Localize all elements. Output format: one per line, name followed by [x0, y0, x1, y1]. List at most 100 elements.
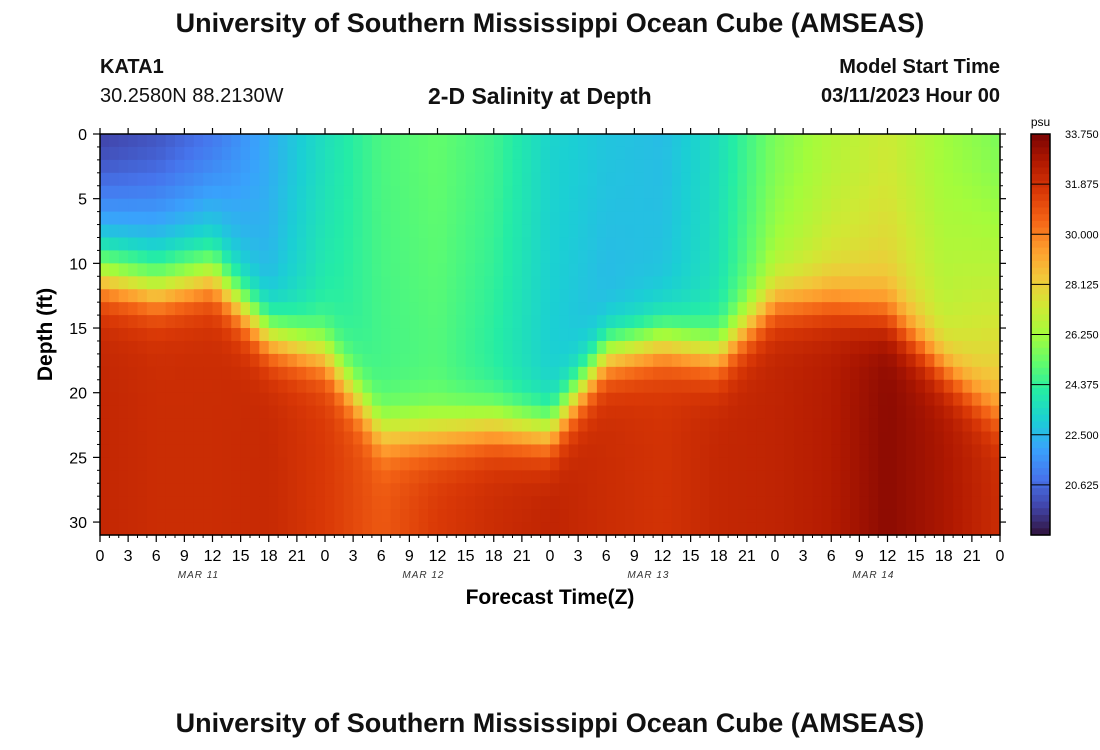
page-title: University of Southern Mississippi Ocean…	[175, 8, 925, 38]
x-tick-label: 15	[682, 548, 700, 565]
heatmap-cell	[531, 405, 542, 420]
heatmap-cell	[709, 431, 720, 446]
heatmap-cell	[821, 134, 832, 148]
heatmap-cell	[390, 353, 401, 368]
heatmap-cell	[390, 366, 401, 381]
heatmap-cell	[231, 496, 242, 510]
heatmap-cell	[456, 405, 467, 420]
heatmap-cell	[484, 431, 495, 446]
heatmap-cell	[831, 366, 842, 381]
heatmap-cell	[193, 379, 204, 394]
heatmap-cell	[306, 237, 317, 252]
heatmap-cell	[418, 250, 429, 264]
heatmap-cell	[334, 328, 345, 342]
heatmap-cell	[587, 483, 598, 497]
heatmap-cell	[418, 146, 429, 161]
heatmap-cell	[400, 509, 410, 523]
heatmap-cell	[709, 263, 720, 277]
heatmap-cell	[531, 496, 542, 510]
heatmap-cell	[756, 315, 767, 329]
heatmap-cell	[278, 250, 289, 264]
heatmap-cell	[718, 470, 729, 484]
heatmap-cell	[353, 379, 364, 394]
heatmap-cell	[887, 522, 898, 536]
heatmap-cell	[634, 496, 645, 510]
heatmap-cell	[475, 315, 485, 329]
heatmap-cell	[831, 496, 842, 510]
heatmap-cell	[334, 185, 345, 200]
heatmap-cell	[231, 302, 242, 316]
heatmap-cell	[878, 340, 889, 355]
heatmap-cell	[962, 353, 973, 368]
heatmap-cell	[446, 315, 457, 329]
heatmap-cell	[456, 418, 467, 433]
heatmap-cell	[718, 340, 729, 355]
heatmap-cell	[990, 483, 1001, 497]
heatmap-cell	[653, 328, 664, 342]
colorbar-segment	[1031, 488, 1050, 496]
heatmap-cell	[559, 522, 570, 536]
heatmap-cell	[353, 289, 364, 303]
heatmap-cell	[662, 457, 673, 471]
heatmap-cell	[118, 418, 129, 433]
heatmap-cell	[681, 276, 692, 290]
heatmap-cell	[306, 470, 317, 484]
heatmap-cell	[653, 470, 664, 484]
heatmap-cell	[831, 276, 842, 290]
heatmap-cell	[221, 496, 232, 510]
heatmap-cell	[709, 211, 720, 226]
heatmap-cell	[981, 457, 992, 471]
heatmap-cell	[484, 328, 495, 342]
heatmap-cell	[250, 237, 260, 252]
heatmap-cell	[409, 198, 420, 213]
heatmap-cell	[184, 328, 195, 342]
heatmap-cell	[296, 237, 307, 252]
heatmap-cell	[475, 250, 485, 264]
heatmap-cell	[840, 289, 851, 303]
heatmap-cell	[343, 159, 354, 174]
heatmap-cell	[859, 172, 870, 187]
heatmap-cell	[587, 237, 598, 252]
heatmap-cell	[540, 509, 551, 523]
heatmap-cell	[268, 444, 279, 458]
heatmap-cell	[840, 211, 851, 226]
heatmap-cell	[456, 185, 467, 200]
heatmap-cell	[437, 483, 448, 497]
heatmap-cell	[100, 340, 110, 355]
heatmap-cell	[803, 211, 814, 226]
heatmap-cell	[390, 418, 401, 433]
heatmap-cell	[840, 276, 851, 290]
heatmap-cell	[784, 522, 795, 536]
heatmap-cell	[690, 522, 701, 536]
heatmap-cell	[887, 276, 898, 290]
heatmap-cell	[465, 509, 476, 523]
x-tick-label: 6	[827, 548, 836, 565]
heatmap-cell	[653, 315, 664, 329]
heatmap-cell	[578, 457, 589, 471]
heatmap-cell	[428, 470, 439, 484]
heatmap-cell	[137, 444, 148, 458]
heatmap-cell	[578, 418, 589, 433]
heatmap-cell	[559, 483, 570, 497]
heatmap-cell	[203, 418, 214, 433]
heatmap-cell	[943, 392, 954, 407]
heatmap-cell	[653, 134, 664, 148]
heatmap-cell	[296, 172, 307, 187]
heatmap-cell	[850, 418, 860, 433]
heatmap-cell	[475, 405, 485, 420]
heatmap-cell	[643, 444, 654, 458]
heatmap-cell	[100, 263, 110, 277]
heatmap-cell	[587, 328, 598, 342]
heatmap-cell	[775, 353, 785, 368]
heatmap-cell	[709, 146, 720, 161]
heatmap-cell	[934, 237, 945, 252]
heatmap-cell	[700, 379, 710, 394]
heatmap-cell	[662, 353, 673, 368]
heatmap-cell	[634, 522, 645, 536]
heatmap-cell	[240, 198, 251, 213]
heatmap-cell	[512, 379, 523, 394]
heatmap-cell	[840, 224, 851, 239]
heatmap-cell	[493, 276, 504, 290]
heatmap-cell	[615, 522, 626, 536]
heatmap-cell	[953, 276, 964, 290]
